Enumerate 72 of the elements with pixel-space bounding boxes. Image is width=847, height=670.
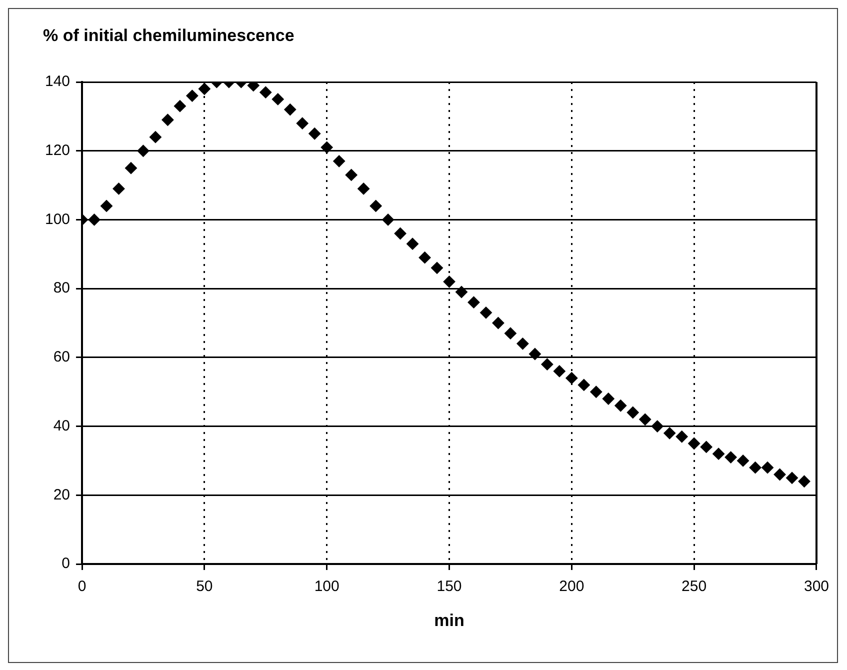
point — [296, 117, 308, 130]
y-tick-label: 80 — [53, 280, 70, 297]
point — [541, 358, 554, 370]
point — [516, 338, 529, 350]
x-tick-label: 300 — [804, 578, 829, 596]
point — [124, 162, 137, 174]
x-tick-label: 50 — [196, 578, 213, 596]
point — [272, 93, 284, 106]
point — [553, 365, 566, 378]
point — [614, 400, 627, 412]
point — [443, 276, 456, 288]
y-tick-label: 20 — [53, 486, 70, 504]
point — [786, 472, 798, 484]
y-tick-label: 140 — [44, 73, 70, 90]
point — [137, 144, 150, 157]
point — [626, 406, 639, 419]
y-tick-label: 40 — [53, 417, 70, 434]
point — [186, 90, 198, 102]
point — [688, 438, 700, 450]
point — [358, 182, 370, 195]
x-tick-label: 0 — [78, 578, 86, 596]
point — [431, 262, 444, 274]
point — [406, 238, 419, 250]
point — [320, 141, 333, 154]
x-tick-label: 150 — [436, 578, 462, 596]
x-tick-label: 100 — [314, 578, 340, 596]
point — [284, 104, 296, 116]
point — [492, 317, 504, 329]
point — [308, 128, 321, 140]
x-tick-label: 250 — [682, 578, 707, 596]
y-axis-title: % of initial chemiluminescence — [43, 26, 294, 45]
y-tick-label: 100 — [44, 210, 70, 228]
point — [174, 100, 186, 112]
point — [149, 131, 162, 144]
x-tick-label: 200 — [559, 578, 584, 596]
point — [88, 214, 100, 226]
point — [651, 420, 664, 432]
point — [566, 372, 578, 384]
point — [198, 82, 210, 95]
point — [774, 468, 786, 480]
point — [456, 286, 468, 298]
point — [112, 182, 125, 195]
point — [345, 168, 358, 181]
point — [724, 451, 737, 464]
point — [590, 386, 602, 398]
point — [504, 327, 516, 340]
point — [639, 413, 652, 426]
point — [528, 348, 541, 360]
point — [712, 448, 725, 460]
point — [162, 114, 174, 126]
x-axis-title: min — [434, 611, 464, 630]
point — [676, 430, 688, 443]
point — [333, 155, 346, 168]
point — [382, 214, 394, 226]
point — [468, 296, 480, 308]
point — [762, 462, 774, 474]
point — [749, 462, 762, 474]
point — [394, 227, 406, 240]
point — [418, 252, 431, 264]
point — [798, 475, 810, 488]
point — [100, 200, 113, 212]
y-tick-label: 0 — [62, 555, 70, 572]
y-tick-label: 120 — [44, 142, 70, 159]
point — [602, 392, 614, 405]
point — [737, 454, 750, 467]
point — [700, 440, 712, 453]
point — [480, 306, 492, 319]
point — [664, 427, 676, 440]
y-tick-label: 60 — [53, 348, 70, 366]
point — [260, 86, 272, 98]
point — [578, 378, 590, 391]
point — [370, 200, 382, 212]
